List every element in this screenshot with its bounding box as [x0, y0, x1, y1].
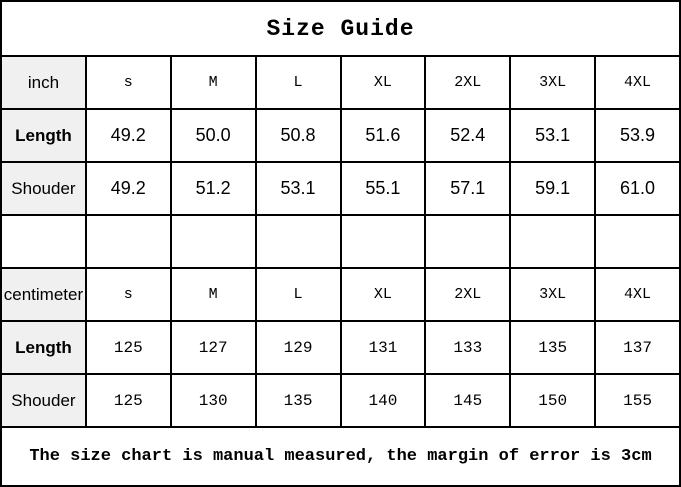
measurement-value-cell: 135: [509, 320, 597, 375]
empty-cell: [339, 214, 427, 269]
size-header-cell: L: [254, 267, 342, 322]
measurement-value-cell: 57.1: [424, 161, 512, 216]
empty-cell: [84, 214, 172, 269]
size-header-cell: s: [84, 267, 172, 322]
measurement-value-cell: 125: [84, 320, 172, 375]
measurement-value-cell: 135: [254, 373, 342, 428]
measurement-value-cell: 50.0: [169, 108, 257, 163]
centimeter-size-header-row: centimeter s M L XL 2XL 3XL 4XL: [0, 267, 681, 322]
footer-row: The size chart is manual measured, the m…: [0, 426, 681, 487]
measurement-value-cell: 53.9: [594, 108, 681, 163]
size-header-cell: 2XL: [424, 55, 512, 110]
unit-label-centimeter: centimeter: [0, 267, 87, 322]
measurement-value-cell: 53.1: [509, 108, 597, 163]
measurement-value-cell: 155: [594, 373, 681, 428]
measurement-value-cell: 140: [339, 373, 427, 428]
title-row: Size Guide: [0, 0, 681, 57]
empty-cell: [594, 214, 681, 269]
measurement-value-cell: 50.8: [254, 108, 342, 163]
size-header-cell: M: [169, 267, 257, 322]
page-title: Size Guide: [0, 0, 681, 57]
measurement-value-cell: 55.1: [339, 161, 427, 216]
measurement-disclaimer: The size chart is manual measured, the m…: [0, 426, 681, 487]
row-label-shouder: Shouder: [0, 161, 87, 216]
inch-shouder-row: Shouder 49.2 51.2 53.1 55.1 57.1 59.1 61…: [0, 161, 681, 216]
inch-length-row: Length 49.2 50.0 50.8 51.6 52.4 53.1 53.…: [0, 108, 681, 163]
measurement-value-cell: 145: [424, 373, 512, 428]
measurement-value-cell: 51.6: [339, 108, 427, 163]
measurement-value-cell: 53.1: [254, 161, 342, 216]
measurement-value-cell: 130: [169, 373, 257, 428]
measurement-value-cell: 49.2: [84, 108, 172, 163]
unit-label-inch: inch: [0, 55, 87, 110]
measurement-value-cell: 59.1: [509, 161, 597, 216]
size-header-cell: M: [169, 55, 257, 110]
row-label-length: Length: [0, 320, 87, 375]
measurement-value-cell: 127: [169, 320, 257, 375]
measurement-value-cell: 52.4: [424, 108, 512, 163]
measurement-value-cell: 137: [594, 320, 681, 375]
measurement-value-cell: 129: [254, 320, 342, 375]
measurement-value-cell: 133: [424, 320, 512, 375]
size-header-cell: XL: [339, 55, 427, 110]
size-header-cell: s: [84, 55, 172, 110]
empty-cell: [0, 214, 87, 269]
empty-cell: [254, 214, 342, 269]
measurement-value-cell: 51.2: [169, 161, 257, 216]
measurement-value-cell: 150: [509, 373, 597, 428]
size-header-cell: 4XL: [594, 55, 681, 110]
measurement-value-cell: 61.0: [594, 161, 681, 216]
size-header-cell: 3XL: [509, 55, 597, 110]
size-header-cell: XL: [339, 267, 427, 322]
empty-cell: [509, 214, 597, 269]
spacer-row: [0, 214, 681, 269]
size-header-cell: 3XL: [509, 267, 597, 322]
size-header-cell: 4XL: [594, 267, 681, 322]
row-label-shouder: Shouder: [0, 373, 87, 428]
empty-cell: [169, 214, 257, 269]
inch-size-header-row: inch s M L XL 2XL 3XL 4XL: [0, 55, 681, 110]
measurement-value-cell: 49.2: [84, 161, 172, 216]
centimeter-shouder-row: Shouder 125 130 135 140 145 150 155: [0, 373, 681, 428]
size-header-cell: 2XL: [424, 267, 512, 322]
measurement-value-cell: 125: [84, 373, 172, 428]
row-label-length: Length: [0, 108, 87, 163]
measurement-value-cell: 131: [339, 320, 427, 375]
size-header-cell: L: [254, 55, 342, 110]
centimeter-length-row: Length 125 127 129 131 133 135 137: [0, 320, 681, 375]
empty-cell: [424, 214, 512, 269]
